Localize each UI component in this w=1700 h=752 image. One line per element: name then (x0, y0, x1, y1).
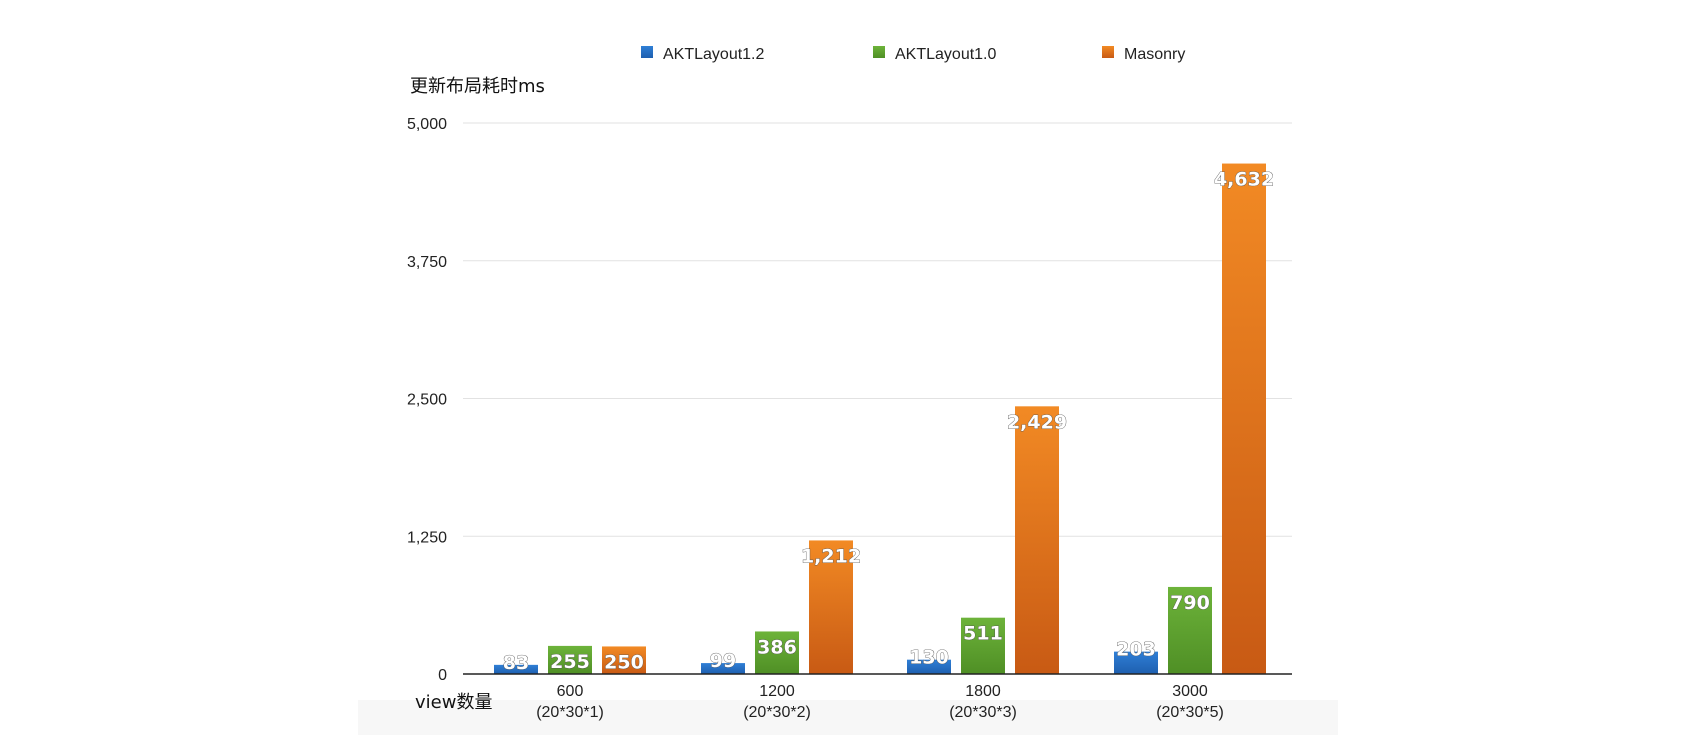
x-category-label: (20*30*1) (536, 704, 604, 721)
data-label: 1,212 (801, 545, 861, 567)
legend-label: AKTLayout1.2 (663, 46, 765, 63)
y-axis-ticks: 0 1,250 2,500 3,750 5,000 (407, 116, 447, 684)
y-tick-label: 2,500 (407, 392, 447, 409)
legend-label: AKTLayout1.0 (895, 46, 997, 63)
bars (494, 163, 1266, 675)
x-category-label: (20*30*5) (1156, 704, 1224, 721)
legend-swatch (641, 46, 653, 58)
x-category-label: (20*30*3) (949, 704, 1017, 721)
bar-masonry (1222, 163, 1266, 675)
gridlines (463, 122, 1292, 537)
data-label: 386 (757, 636, 797, 658)
data-label: 99 (710, 650, 736, 672)
bar-masonry (602, 646, 646, 674)
data-label: 790 (1170, 592, 1210, 614)
data-label: 4,632 (1214, 169, 1274, 191)
legend-label: Masonry (1124, 46, 1185, 63)
y-tick-label: 5,000 (407, 116, 447, 133)
bar-aktlayout1-0 (961, 617, 1005, 674)
x-category-label: 3000 (1172, 683, 1208, 700)
data-label: 250 (604, 651, 644, 673)
data-label: 255 (550, 651, 590, 673)
x-axis-categories: 600 (20*30*1) 1200 (20*30*2) 1800 (20*30*3) 30… (536, 683, 1224, 721)
bar-aktlayout1-2 (494, 664, 538, 674)
bar-masonry (809, 540, 853, 674)
legend-swatch (1102, 46, 1114, 58)
bar-aktlayout1-2 (1114, 651, 1158, 674)
bar-aktlayout1-0 (755, 631, 799, 674)
y-axis-title: 更新布局耗时ms (410, 76, 545, 97)
data-labels: 83 255 250 99 386 1,212 130 511 2,429 203 790 4,632 (502, 168, 1274, 674)
data-label: 511 (963, 623, 1003, 645)
y-tick-label: 0 (438, 667, 447, 684)
bar-aktlayout1-0 (1168, 586, 1212, 674)
legend-swatch (873, 46, 885, 58)
y-tick-label: 3,750 (407, 254, 447, 271)
chart-bottom-shade (358, 700, 1338, 735)
x-category-label: 600 (557, 683, 584, 700)
bar-aktlayout1-2 (701, 663, 745, 674)
bar-aktlayout1-2 (907, 659, 951, 674)
data-label: 130 (909, 647, 949, 669)
bar-masonry (1015, 406, 1059, 674)
data-label: 83 (503, 652, 529, 674)
data-label: 2,429 (1007, 411, 1067, 433)
x-axis-title: view数量 (415, 692, 492, 713)
x-category-label: (20*30*2) (743, 704, 811, 721)
data-label: 203 (1116, 639, 1156, 661)
x-category-label: 1800 (965, 683, 1001, 700)
x-category-label: 1200 (759, 683, 795, 700)
legend: AKTLayout1.2 AKTLayout1.0 Masonry (641, 46, 1185, 63)
bar-aktlayout1-0 (548, 645, 592, 674)
y-tick-label: 1,250 (407, 529, 447, 546)
